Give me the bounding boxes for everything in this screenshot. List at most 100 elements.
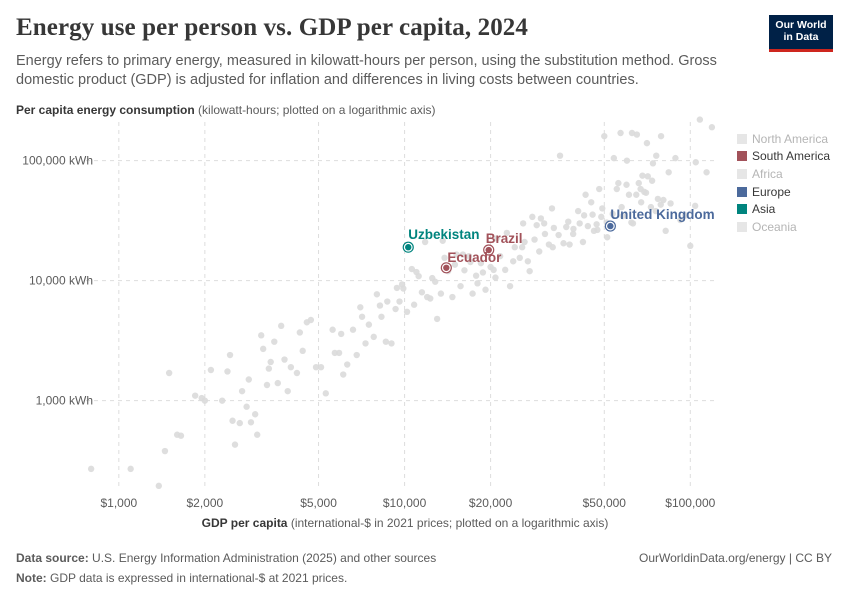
country-point[interactable] [398, 281, 406, 288]
country-point[interactable] [218, 397, 226, 404]
country-point[interactable] [682, 212, 689, 219]
country-point[interactable] [570, 225, 577, 233]
country-point[interactable] [349, 326, 357, 333]
country-point[interactable] [526, 267, 533, 275]
country-point[interactable] [396, 298, 403, 305]
country-point[interactable] [565, 218, 572, 225]
country-point[interactable] [574, 207, 582, 215]
country-point[interactable] [461, 267, 468, 274]
country-point[interactable] [599, 205, 606, 212]
country-point[interactable] [329, 326, 336, 333]
country-point[interactable] [335, 349, 343, 357]
country-point[interactable] [503, 229, 511, 237]
country-point[interactable] [293, 369, 301, 377]
country-point[interactable] [370, 333, 377, 341]
country-point[interactable] [449, 293, 456, 301]
legend-item[interactable]: Africa [737, 165, 830, 183]
country-point[interactable] [537, 215, 545, 222]
country-point[interactable] [382, 338, 390, 345]
country-point[interactable] [657, 132, 665, 140]
country-point[interactable] [649, 160, 657, 167]
country-point[interactable] [691, 202, 699, 210]
country-point[interactable] [633, 191, 640, 198]
country-point[interactable] [628, 129, 636, 137]
country-point[interactable] [201, 397, 209, 404]
country-point[interactable] [393, 284, 401, 292]
country-point[interactable] [258, 332, 265, 339]
country-point[interactable] [469, 290, 476, 297]
country-point[interactable] [418, 289, 426, 296]
country-point[interactable] [403, 308, 411, 316]
point-label[interactable]: Brazil [486, 231, 523, 246]
country-point[interactable] [421, 238, 429, 246]
country-point[interactable] [439, 237, 446, 244]
country-point[interactable] [550, 224, 558, 232]
country-point[interactable] [540, 220, 548, 227]
country-point[interactable] [457, 282, 464, 290]
country-point[interactable] [265, 365, 273, 372]
country-point[interactable] [472, 272, 480, 279]
country-point[interactable] [610, 154, 618, 162]
country-point[interactable] [604, 234, 611, 241]
country-point[interactable] [191, 392, 199, 399]
country-point[interactable] [281, 356, 288, 363]
point-label[interactable]: Ecuador [447, 250, 502, 265]
highlight-point[interactable] [443, 264, 450, 271]
country-point[interactable] [556, 152, 564, 159]
country-point[interactable] [637, 199, 645, 206]
country-point[interactable] [516, 254, 523, 262]
country-point[interactable] [263, 381, 271, 389]
country-point[interactable] [496, 252, 504, 260]
country-point[interactable] [647, 203, 655, 211]
legend-item[interactable]: North America [737, 130, 830, 148]
country-point[interactable] [165, 369, 173, 377]
country-point[interactable] [161, 447, 169, 455]
country-point[interactable] [506, 282, 514, 290]
country-point[interactable] [296, 329, 304, 336]
country-point[interactable] [259, 345, 267, 353]
country-point[interactable] [344, 361, 351, 368]
country-point[interactable] [623, 157, 631, 164]
country-point[interactable] [687, 242, 694, 250]
country-point[interactable] [155, 482, 163, 490]
country-point[interactable] [652, 207, 659, 215]
country-point[interactable] [549, 244, 556, 251]
country-point[interactable] [251, 411, 259, 418]
country-point[interactable] [665, 169, 672, 176]
country-point[interactable] [582, 191, 589, 198]
country-point[interactable] [589, 211, 596, 218]
country-point[interactable] [529, 213, 536, 221]
highlight-point[interactable] [607, 222, 614, 230]
owid-logo[interactable]: Our World in Data [769, 15, 833, 52]
country-point[interactable] [566, 241, 573, 248]
country-point[interactable] [590, 227, 598, 235]
country-point[interactable] [596, 185, 603, 193]
country-point[interactable] [667, 200, 674, 207]
country-point[interactable] [373, 291, 381, 298]
country-point[interactable] [459, 251, 467, 258]
country-point[interactable] [492, 274, 499, 281]
country-point[interactable] [677, 216, 684, 224]
country-point[interactable] [613, 185, 620, 193]
country-point[interactable] [127, 465, 134, 473]
country-point[interactable] [376, 302, 384, 309]
country-point[interactable] [536, 248, 543, 255]
country-point[interactable] [465, 252, 473, 260]
country-point[interactable] [207, 366, 215, 374]
country-point[interactable] [617, 129, 624, 137]
country-point[interactable] [287, 363, 295, 371]
country-point[interactable] [654, 195, 662, 203]
country-point[interactable] [437, 290, 445, 297]
country-point[interactable] [245, 376, 252, 383]
country-point[interactable] [358, 313, 366, 320]
country-point[interactable] [660, 196, 667, 204]
country-point[interactable] [177, 432, 185, 439]
country-point[interactable] [415, 272, 422, 280]
country-point[interactable] [609, 210, 616, 218]
footer-link[interactable]: OurWorldinData.org/energy | CC BY [639, 551, 832, 565]
country-point[interactable] [353, 351, 360, 359]
country-point[interactable] [708, 124, 716, 131]
country-point[interactable] [555, 231, 562, 239]
country-point[interactable] [365, 321, 373, 328]
country-point[interactable] [392, 305, 399, 313]
